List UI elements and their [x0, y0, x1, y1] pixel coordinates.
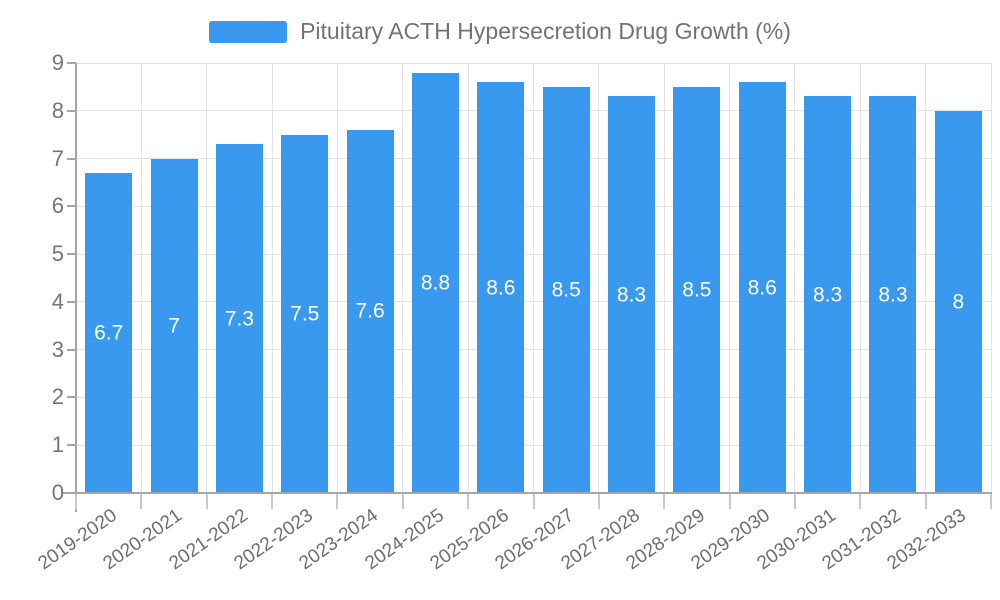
- gridline-v: [271, 63, 273, 493]
- x-axis-tick: [663, 494, 666, 509]
- x-axis-tick: [401, 494, 404, 509]
- x-axis-tick: [597, 494, 600, 509]
- bar-value-label: 8.6: [486, 276, 516, 300]
- bar-value-label: 8.5: [551, 278, 581, 302]
- plot-grid: [76, 62, 992, 493]
- x-axis-tick: [467, 494, 470, 509]
- y-axis-tick: [67, 253, 76, 256]
- x-axis-tick: [924, 494, 927, 509]
- gridline-v: [533, 63, 534, 493]
- bar-value-label: 7: [168, 314, 180, 338]
- y-tick-label: 8: [51, 97, 64, 123]
- bar-value-label: 8.5: [682, 278, 712, 302]
- y-axis-tick: [67, 396, 76, 399]
- y-tick-label: 0: [51, 480, 64, 505]
- y-axis-tick: [67, 444, 76, 447]
- bar[interactable]: 7.5: [281, 134, 329, 493]
- gridline-v: [336, 63, 338, 493]
- bar[interactable]: 8.5: [542, 86, 590, 493]
- y-axis-tick: [67, 348, 76, 351]
- gridline-v: [598, 63, 600, 493]
- y-axis-tick: [67, 62, 76, 64]
- gridline-v: [140, 63, 142, 493]
- bar-value-label: 8.3: [812, 283, 843, 307]
- bar[interactable]: 8: [934, 110, 982, 493]
- x-axis-tick: [336, 494, 339, 509]
- bar[interactable]: 8.3: [804, 96, 852, 493]
- bar-value-label: 7.3: [224, 307, 254, 331]
- x-axis-tick: [205, 494, 208, 509]
- bar[interactable]: 8.3: [608, 96, 656, 493]
- y-tick-label: 4: [51, 288, 64, 314]
- bar[interactable]: 8.6: [477, 82, 525, 493]
- gridline-v: [467, 63, 469, 493]
- bar-value-label: 8.8: [420, 271, 451, 295]
- chart-legend[interactable]: Pituitary ACTH Hypersecretion Drug Growt…: [0, 18, 1000, 45]
- y-tick-label: 3: [51, 336, 64, 362]
- bar[interactable]: 7.3: [215, 144, 263, 493]
- bar-value-label: 8.3: [878, 283, 908, 307]
- bar-value-label: 8: [952, 290, 965, 314]
- gridline-v: [990, 63, 992, 493]
- bar-value-label: 6.7: [94, 321, 124, 345]
- y-tick-label: 2: [51, 384, 64, 410]
- y-axis-tick: [67, 109, 76, 112]
- bar[interactable]: 8.3: [869, 96, 917, 493]
- x-axis-tick: [793, 494, 796, 509]
- bar-value-label: 8.6: [747, 276, 777, 300]
- gridline-v: [859, 63, 861, 493]
- legend-label: Pituitary ACTH Hypersecretion Drug Growt…: [300, 18, 791, 44]
- y-tick-label: 5: [51, 241, 64, 267]
- x-axis-tick: [140, 494, 143, 509]
- x-axis-tick: [859, 494, 862, 509]
- y-tick-label: 1: [51, 432, 64, 458]
- bar-value-label: 7.5: [290, 302, 320, 326]
- gridline-v: [925, 63, 927, 493]
- y-tick-label: 7: [51, 145, 64, 171]
- plot-area: 6.7 7 7.3 7.5 7.6 8.8 8.6 8.5 8.3 8.5 8.6 8.3 8.3 8: [76, 63, 991, 493]
- gridline-v: [206, 63, 208, 493]
- gridline-v: [794, 63, 796, 493]
- y-axis-line: [75, 63, 77, 512]
- y-axis-tick: [67, 157, 76, 160]
- bar[interactable]: 7.6: [346, 129, 394, 493]
- bar-value-label: 7.6: [355, 299, 385, 323]
- y-axis-tick: [67, 492, 76, 494]
- bar[interactable]: 8.5: [673, 86, 721, 493]
- y-axis-tick: [67, 205, 76, 208]
- gridline-v: [402, 63, 404, 493]
- bar[interactable]: 6.7: [85, 172, 133, 493]
- gridline-v: [663, 63, 665, 493]
- y-tick-label: 9: [51, 50, 64, 75]
- x-axis-tick: [75, 494, 77, 509]
- y-tick-label: 6: [51, 193, 64, 219]
- bar[interactable]: 8.8: [411, 72, 459, 493]
- x-axis-tick: [728, 494, 731, 509]
- y-axis-tick: [67, 300, 76, 303]
- bar[interactable]: 7: [150, 158, 198, 493]
- x-axis-line: [63, 492, 992, 494]
- bar[interactable]: 8.6: [738, 82, 786, 493]
- bar-value-label: 8.3: [616, 283, 647, 307]
- x-axis-tick: [271, 494, 274, 509]
- gridline-v: [729, 63, 731, 493]
- x-axis-tick: [532, 494, 535, 509]
- x-axis-tick: [990, 494, 992, 509]
- legend-swatch: [209, 20, 288, 43]
